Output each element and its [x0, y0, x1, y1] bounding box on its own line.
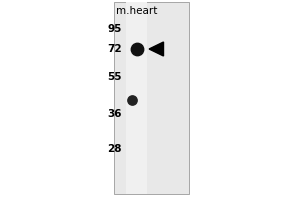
Text: 36: 36 — [107, 109, 122, 119]
Point — [130, 98, 134, 102]
Text: 95: 95 — [107, 24, 122, 34]
Polygon shape — [149, 42, 164, 56]
Text: 28: 28 — [107, 144, 122, 154]
Text: 55: 55 — [107, 72, 122, 82]
Bar — [126, 2, 147, 194]
Point — [134, 47, 139, 51]
Text: m.heart: m.heart — [116, 6, 157, 16]
Text: 72: 72 — [107, 44, 122, 54]
Bar — [114, 2, 189, 194]
